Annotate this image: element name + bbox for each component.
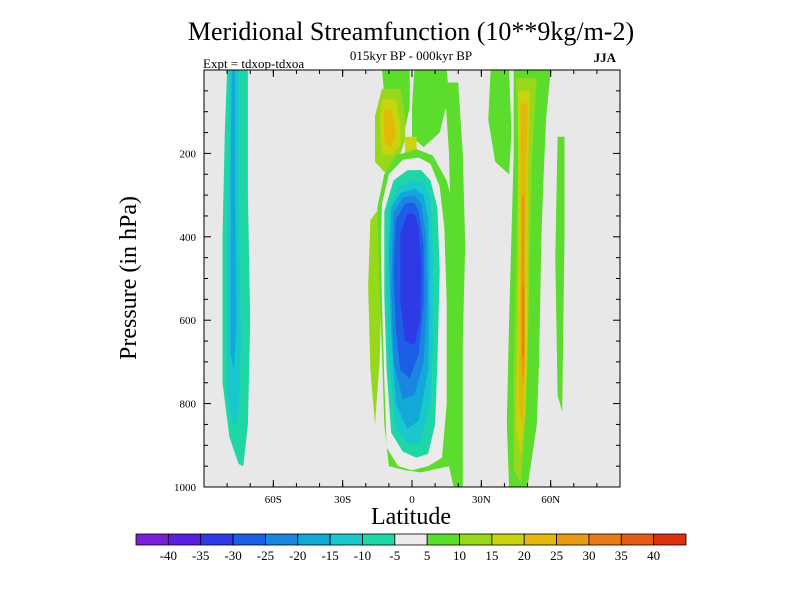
colorbar-swatch (135, 533, 169, 546)
colorbar-swatch (200, 533, 234, 546)
y-tick-label: 600 (180, 315, 197, 327)
colorbar: -40 -35 -30 -25 -20 -15 -10 -5 5 10 15 20 25 30 35 40 (135, 533, 687, 563)
colorbar-label: -10 (354, 548, 371, 563)
colorbar-swatch (167, 533, 202, 546)
colorbar-swatch (491, 533, 525, 546)
colorbar-swatch (588, 533, 622, 546)
contour-region-25 (522, 286, 525, 358)
contour-region-3 (368, 207, 382, 425)
contour-region-5 (412, 70, 449, 148)
colorbar-label: 5 (424, 548, 431, 563)
contour-region-18 (444, 82, 466, 342)
y-axis-title: Pressure (in hPa) (116, 196, 142, 360)
y-tick-label: 200 (180, 148, 197, 160)
colorbar-label: -5 (389, 548, 400, 563)
colorbar-swatch (232, 533, 266, 546)
contour-region-26 (555, 136, 565, 412)
chart-subtitle: 015kyr BP - 000kyr BP (350, 48, 472, 63)
colorbar-swatch (297, 533, 331, 546)
y-tick-label: 1000 (174, 482, 197, 494)
colorbar-label: 25 (550, 548, 563, 563)
contour-region-19 (488, 70, 512, 175)
experiment-label: Expt = tdxop-tdxoa (203, 56, 304, 71)
y-tick-label: 800 (180, 399, 197, 411)
colorbar-swatch (523, 533, 557, 546)
contour-layer (222, 70, 565, 487)
contour-region-17 (400, 213, 422, 346)
colorbar-label: -35 (192, 548, 209, 563)
x-tick-label: 0 (409, 494, 415, 506)
x-tick-label: 60N (541, 494, 560, 506)
x-tick-label: 30S (334, 494, 351, 506)
colorbar-label: 35 (615, 548, 628, 563)
colorbar-label: 15 (485, 548, 498, 563)
colorbar-swatch (620, 533, 655, 546)
colorbar-label: 20 (518, 548, 531, 563)
colorbar-swatch (265, 533, 299, 546)
colorbar-swatch (653, 533, 687, 546)
colorbar-swatch (459, 533, 493, 546)
colorbar-label: -15 (321, 548, 338, 563)
y-tick-label: 400 (180, 232, 197, 244)
colorbar-swatch (329, 533, 363, 546)
colorbar-swatch (556, 533, 590, 546)
colorbar-swatch (394, 533, 428, 546)
colorbar-label: 40 (647, 548, 660, 563)
chart-title: Meridional Streamfunction (10**9kg/m-2) (188, 17, 634, 46)
x-tick-label: 30N (472, 494, 491, 506)
season-label: JJA (594, 50, 617, 65)
x-tick-label: 60S (265, 494, 282, 506)
x-axis-title: Latitude (371, 504, 451, 530)
colorbar-swatch (426, 533, 460, 546)
contour-region-2 (230, 70, 237, 371)
colorbar-swatch (362, 533, 396, 546)
colorbar-label: -25 (257, 548, 274, 563)
contour-region-8 (384, 109, 396, 148)
colorbar-label: -30 (224, 548, 241, 563)
plot-area: 60S 30S 0 30N 60N 200 400 600 800 1000 (174, 69, 621, 506)
axis-ticks: 60S 30S 0 30N 60N 200 400 600 800 1000 (174, 70, 620, 506)
colorbar-label: 30 (582, 548, 595, 563)
colorbar-label: 10 (453, 548, 466, 563)
colorbar-label: -20 (289, 548, 306, 563)
colorbar-label: -40 (160, 548, 177, 563)
